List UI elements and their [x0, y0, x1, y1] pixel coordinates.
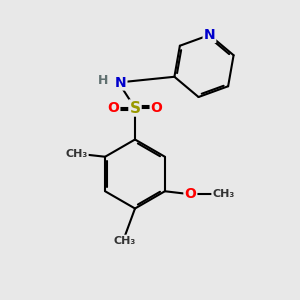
Text: O: O: [151, 101, 163, 115]
Text: N: N: [204, 28, 215, 42]
Text: O: O: [107, 101, 119, 115]
Text: O: O: [184, 187, 196, 201]
Text: CH₃: CH₃: [212, 189, 235, 199]
Text: S: S: [130, 100, 140, 116]
Text: CH₃: CH₃: [65, 149, 88, 159]
Text: CH₃: CH₃: [113, 236, 136, 246]
Text: H: H: [98, 74, 108, 87]
Text: N: N: [115, 76, 126, 89]
